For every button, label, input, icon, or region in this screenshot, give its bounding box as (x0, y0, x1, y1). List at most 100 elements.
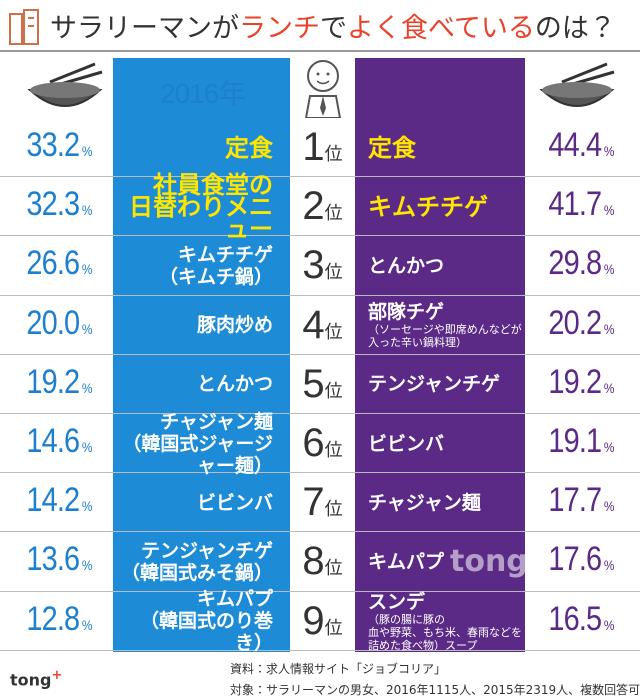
rank-suffix: 位 (324, 380, 343, 401)
person-icon (304, 60, 342, 118)
unit: % (81, 202, 93, 219)
column-2016 (113, 58, 290, 652)
item-line: チャジャン麺 (160, 410, 273, 433)
value: 17.6 (548, 540, 602, 579)
rank: 1位 (290, 125, 355, 170)
source: 資料：求人情報サイト「ジョブコリア」 (230, 662, 447, 676)
column-2015 (355, 58, 525, 652)
rank: 2位 (290, 184, 355, 229)
rank: 6位 (290, 421, 355, 466)
rank-number: 1 (302, 125, 325, 169)
year-2016: 2016年 (160, 78, 246, 109)
item-line: （韓国式みそ鍋） (120, 561, 273, 584)
item-line: テンジャンチゲ (368, 373, 501, 396)
unit: % (603, 202, 615, 219)
bowl-icon (27, 62, 103, 107)
item-right: スンデ （豚の腸に豚の 血や野菜、もち米、春雨などを 詰めた食べ物）スープ (368, 591, 523, 652)
value: 14.2 (26, 481, 80, 520)
rank-number: 7 (302, 480, 325, 525)
item-line: キムパプ (196, 588, 273, 611)
unit: % (81, 616, 93, 633)
unit: % (603, 498, 615, 515)
percent-2016: 19.2% (9, 363, 109, 402)
unit: % (603, 616, 615, 633)
percent-2016: 14.6% (9, 422, 109, 461)
item-left: 定食 (113, 118, 273, 177)
rank-suffix: 位 (324, 617, 343, 638)
item-note: 入った辛い鍋料理） (368, 336, 467, 350)
percent-2016: 20.0% (9, 304, 109, 343)
item-right: テンジャンチゲ (368, 355, 523, 414)
item-note: 血や野菜、もち米、春雨などを (368, 625, 522, 639)
value: 17.7 (548, 481, 602, 520)
item-right: チャジャン麺 (368, 473, 523, 532)
title: サラリーマンがランチでよく食べているのは？ (50, 6, 616, 45)
item-line: 定食 (225, 133, 273, 162)
building-icon (9, 9, 39, 45)
item-left: チャジャン麺 （韓国式ジャージャー麺） (113, 410, 273, 477)
value: 12.8 (26, 599, 80, 638)
rank-number: 6 (302, 421, 325, 465)
rank-number: 9 (302, 598, 325, 643)
title-part: のは？ (534, 13, 616, 44)
item-line: 豚肉炒め (196, 314, 273, 337)
percent-2015: 17.7% (531, 481, 631, 520)
percent-2015: 20.2% (531, 304, 631, 343)
item-left: キムパプ （韓国式のり巻き） (113, 588, 273, 655)
item-right: とんかつ (368, 236, 523, 295)
item-line: （韓国式ジャージャー麺） (122, 432, 273, 477)
percent-2015: 16.5% (531, 600, 631, 639)
logo-plus: + (51, 668, 63, 683)
watermark-plus: + (527, 544, 543, 565)
value: 32.3 (26, 185, 80, 224)
unit: % (603, 143, 615, 159)
row-separator (0, 413, 640, 414)
item-note: （ソーセージや即席めんなどが (368, 323, 522, 337)
rank: 7位 (290, 480, 355, 525)
percent-2015: 29.8% (531, 244, 631, 283)
value: 13.6 (26, 540, 80, 579)
rank-number: 4 (302, 302, 325, 347)
unit: % (81, 143, 93, 159)
item-left: ビビンバ (113, 473, 273, 532)
row-separator (0, 590, 640, 592)
rank-number: 3 (302, 243, 325, 288)
row-separator (0, 176, 640, 178)
percent-2016: 33.2% (9, 126, 109, 165)
item-line: ビビンバ (368, 432, 445, 455)
item-line: テンジャンチゲ (140, 539, 273, 562)
item-right: キムパプ (368, 532, 523, 591)
value: 14.6 (26, 422, 80, 460)
rank-suffix: 位 (324, 203, 343, 224)
value: 16.5 (548, 599, 602, 638)
item-left: キムチチゲ （キムチ鍋） (113, 236, 273, 295)
value: 41.7 (548, 185, 602, 224)
percent-2015: 41.7% (531, 185, 631, 224)
rank: 5位 (290, 362, 355, 407)
rank-number: 5 (302, 361, 325, 406)
item-note: 詰めた食べ物）スープ (368, 638, 478, 652)
item-line: 定食 (368, 133, 416, 162)
unit: % (81, 379, 93, 396)
rank-suffix: 位 (324, 321, 343, 342)
item-line: とんかつ (196, 373, 273, 396)
item-line: （韓国式のり巻き） (139, 610, 273, 655)
row-separator (0, 235, 640, 237)
row-separator (0, 649, 640, 651)
item-left: 豚肉炒め (113, 296, 273, 355)
unit: % (81, 320, 93, 337)
row-separator (0, 353, 640, 355)
percent-2016: 14.2% (9, 481, 109, 520)
rank-suffix: 位 (324, 262, 343, 283)
logo: tong+ (10, 668, 62, 689)
bowl-icon (539, 62, 615, 107)
unit: % (81, 498, 93, 515)
unit: % (603, 439, 615, 455)
item-left: とんかつ (113, 355, 273, 414)
item-line: キムチチゲ (177, 243, 273, 266)
percent-2016: 13.6% (9, 540, 109, 579)
item-right: キムチチゲ (368, 177, 523, 236)
item-line: チャジャン麺 (368, 491, 481, 514)
value: 19.2 (548, 362, 602, 401)
item-line: キムパプ (368, 550, 445, 573)
